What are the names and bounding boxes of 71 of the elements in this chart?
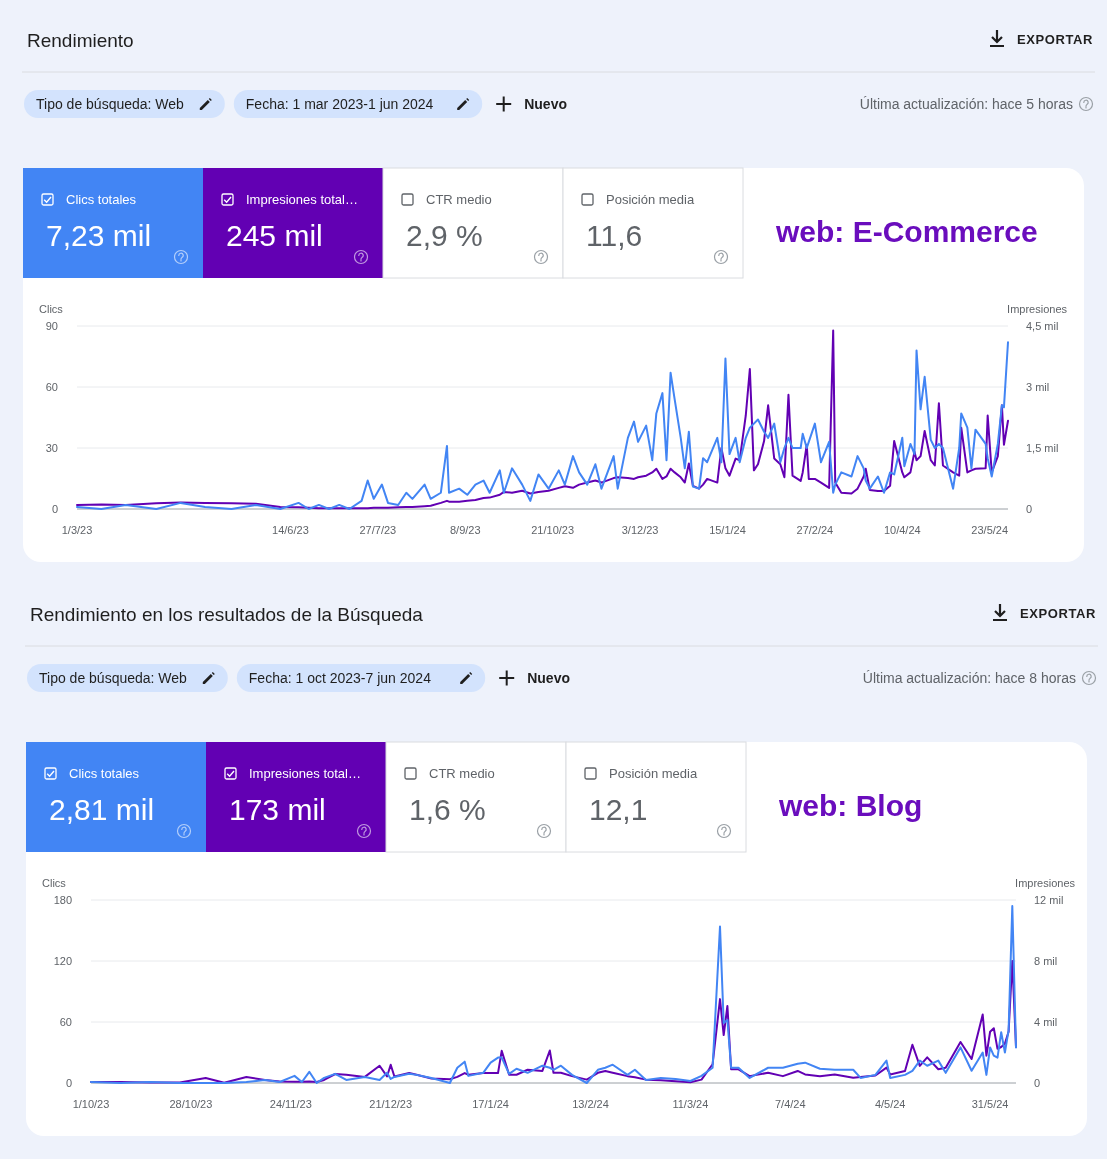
text: Última actualización: hace 5 horas — [859, 96, 1073, 112]
y2-tick-label: 4,5 mil — [1026, 320, 1059, 332]
y2-axis-title: Impresiones — [1015, 877, 1076, 889]
text: Nuevo — [524, 96, 567, 112]
y-tick-label: 60 — [59, 1016, 72, 1028]
legend-label: Impresiones total… — [246, 192, 358, 207]
y-axis-title: Clics — [39, 303, 64, 315]
text: EXPORTAR — [1020, 606, 1097, 621]
text: 173 mil — [229, 793, 326, 826]
x-tick-label: 27/2/24 — [796, 524, 834, 536]
y-axis-title: Clics — [42, 877, 67, 889]
x-tick-label: 15/1/24 — [709, 524, 746, 536]
text: CTR medio — [429, 766, 495, 781]
y2-tick-label: 12 mil — [1034, 894, 1064, 906]
y2-tick-label: 4 mil — [1034, 1016, 1058, 1028]
text: Nuevo — [527, 670, 570, 686]
y2-tick-label: 0 — [1034, 1077, 1041, 1089]
x-tick-label: 8/9/23 — [449, 524, 481, 536]
text: 1,6 % — [409, 793, 486, 826]
y-tick-label: 90 — [45, 320, 58, 332]
x-tick-label: 13/2/24 — [572, 1098, 609, 1110]
x-tick-label: 14/6/23 — [272, 524, 309, 536]
text: 245 mil — [226, 219, 323, 252]
x-tick-label: 10/4/24 — [883, 524, 921, 536]
x-tick-label: 1/10/23 — [72, 1098, 110, 1110]
text: 11,6 — [586, 219, 643, 252]
text: EXPORTAR — [1017, 32, 1094, 47]
legend-label: Clics totales — [69, 766, 140, 781]
x-tick-label: 7/4/24 — [775, 1098, 806, 1110]
x-tick-label: 11/3/24 — [672, 1098, 709, 1110]
text: Última actualización: hace 8 horas — [862, 670, 1076, 686]
text: 7,23 mil — [46, 219, 152, 252]
chart-subtitle: web: E-Commerce — [775, 215, 1038, 248]
x-tick-label: 28/10/23 — [169, 1098, 213, 1110]
x-tick-label: 4/5/24 — [874, 1098, 906, 1110]
y-tick-label: 0 — [65, 1077, 72, 1089]
text: Tipo de búsqueda: Web — [39, 670, 188, 686]
x-tick-label: 3/12/23 — [621, 524, 659, 536]
x-tick-label: 1/3/23 — [61, 524, 93, 536]
x-tick-label: 27/7/23 — [359, 524, 397, 536]
y2-tick-label: 8 mil — [1034, 955, 1058, 967]
x-tick-label: 17/1/24 — [472, 1098, 509, 1110]
y2-axis-title: Impresiones — [1007, 303, 1068, 315]
y-tick-label: 0 — [51, 503, 58, 515]
x-tick-label: 21/12/23 — [369, 1098, 413, 1110]
chart-title: Rendimiento — [27, 30, 134, 51]
line-series — [90, 905, 1017, 1084]
y2-tick-label: 3 mil — [1026, 381, 1050, 393]
legend-label: Clics totales — [66, 192, 137, 207]
text: Tipo de búsqueda: Web — [36, 96, 185, 112]
y-tick-label: 180 — [53, 894, 72, 906]
x-tick-label: 23/5/24 — [971, 524, 1009, 536]
x-tick-label: 31/5/24 — [971, 1098, 1009, 1110]
text: CTR medio — [426, 192, 492, 207]
y-tick-label: 120 — [53, 955, 72, 967]
text: Posición media — [606, 192, 695, 207]
y2-tick-label: 0 — [1026, 503, 1033, 515]
x-tick-label: 21/10/23 — [531, 524, 575, 536]
y-tick-label: 60 — [45, 381, 58, 393]
chart-title: Rendimiento en los resultados de la Búsqueda — [30, 604, 424, 625]
chart-subtitle: web: Blog — [778, 789, 923, 822]
text: Fecha: 1 oct 2023-7 jun 2024 — [248, 670, 432, 686]
text: 2,81 mil — [49, 793, 155, 826]
x-tick-label: 24/11/23 — [269, 1098, 312, 1110]
text: 2,9 % — [406, 219, 483, 252]
text: Fecha: 1 mar 2023-1 jun 2024 — [245, 96, 434, 112]
legend-label: Impresiones total… — [249, 766, 361, 781]
text: Posición media — [609, 766, 698, 781]
y-tick-label: 30 — [45, 442, 58, 454]
y2-tick-label: 1,5 mil — [1026, 442, 1059, 454]
text: 12,1 — [589, 793, 648, 826]
